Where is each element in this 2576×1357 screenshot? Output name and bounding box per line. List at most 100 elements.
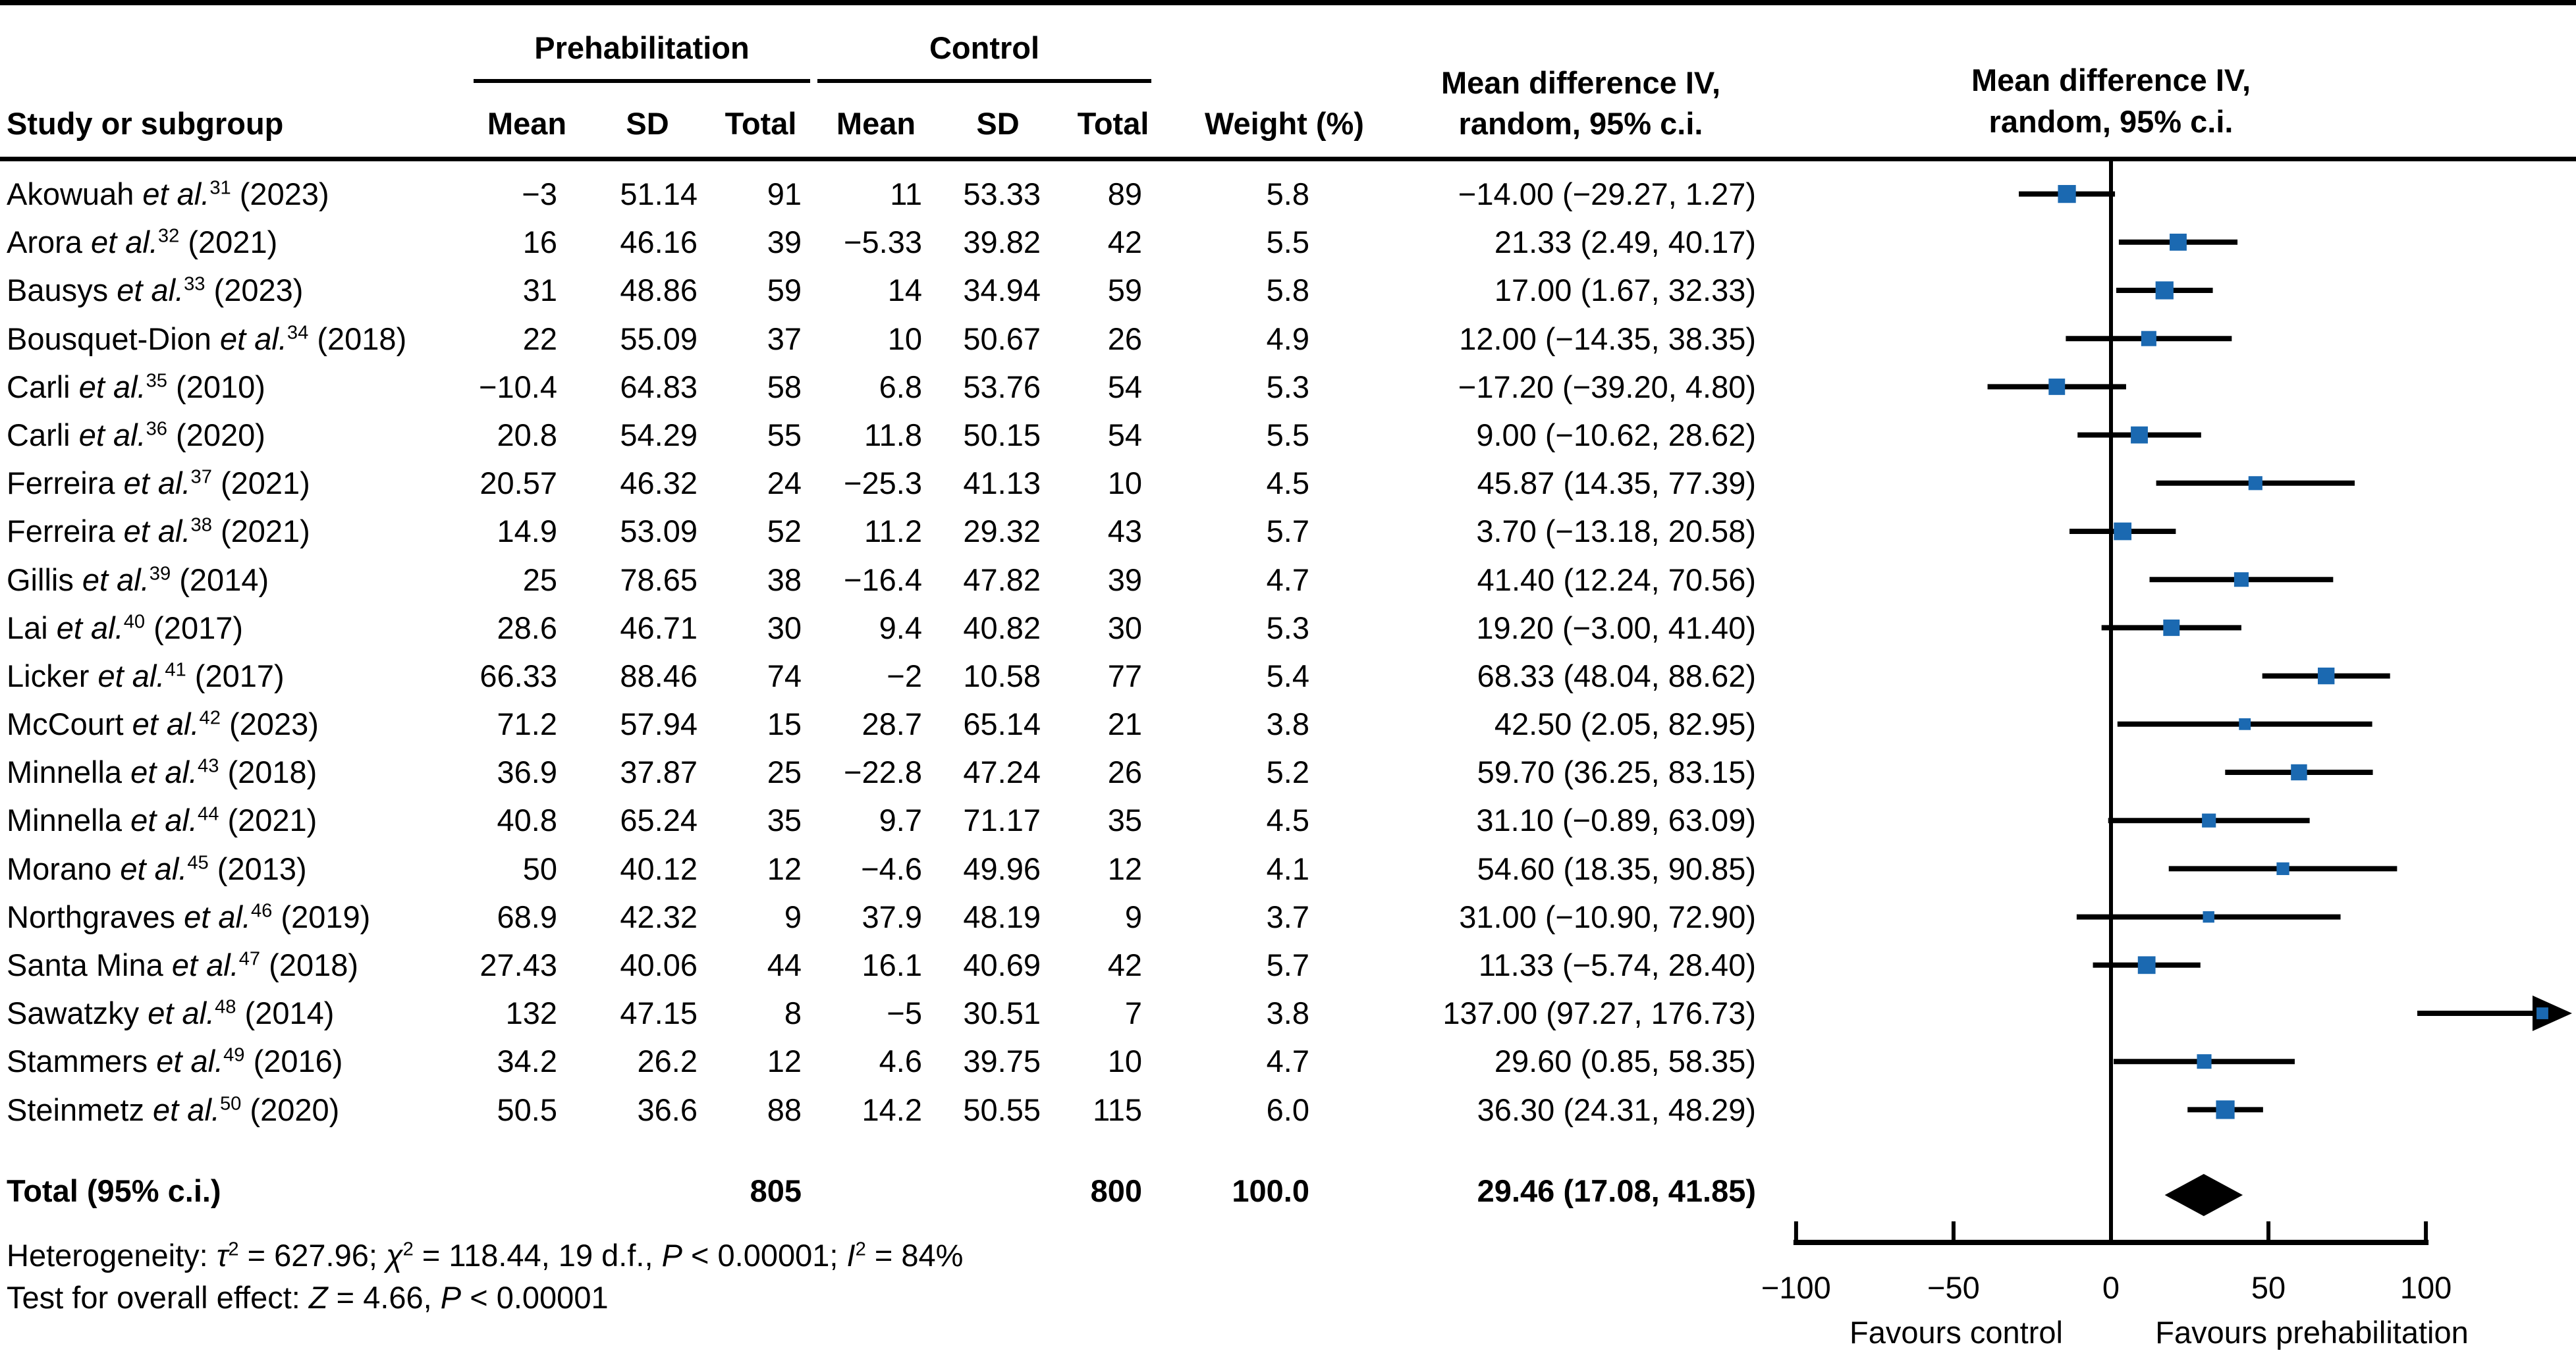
- prehab-mean-cell: 20.8: [497, 417, 557, 452]
- prehab-mean-cell: 50.5: [497, 1092, 557, 1127]
- md-text-cell: 19.20 (−3.00, 41.40): [1476, 610, 1756, 645]
- weight-cell: 4.7: [1266, 562, 1309, 597]
- prehab-total-cell: 12: [767, 1044, 802, 1079]
- control-sd-cell: 40.69: [963, 947, 1041, 982]
- control-mean-cell: 11.2: [864, 514, 922, 549]
- md-text-cell: −14.00 (−29.27, 1.27): [1458, 176, 1756, 211]
- control-mean-cell: −5.33: [844, 225, 922, 260]
- control-sd-cell: 30.51: [963, 996, 1041, 1031]
- col-header-control-mean: Mean: [836, 106, 916, 141]
- control-total-cell: 77: [1107, 658, 1142, 693]
- control-sd-cell: 53.76: [963, 369, 1041, 404]
- prehab-total-cell: 30: [767, 610, 802, 645]
- x-axis-tick-label: −100: [1761, 1270, 1831, 1305]
- md-text-cell: 36.30 (24.31, 48.29): [1477, 1092, 1756, 1127]
- md-text-cell: 17.00 (1.67, 32.33): [1494, 273, 1756, 308]
- table-row: Lai et al.40 (2017) 28.6 46.71 30 9.4 40.82 30…: [0, 604, 2576, 652]
- control-mean-cell: 14: [887, 273, 922, 308]
- control-total-cell: 42: [1107, 947, 1142, 982]
- prehab-total-cell: 44: [767, 947, 802, 982]
- prehab-sd-cell: 65.24: [620, 803, 698, 838]
- control-sd-cell: 53.33: [963, 176, 1041, 211]
- md-text-cell: 29.60 (0.85, 58.35): [1494, 1044, 1756, 1079]
- control-sd-cell: 10.58: [963, 658, 1041, 693]
- control-total-cell: 54: [1107, 417, 1142, 452]
- prehab-sd-cell: 53.09: [620, 514, 698, 549]
- control-mean-cell: −5: [887, 996, 922, 1031]
- prehab-sd-cell: 46.32: [620, 466, 698, 501]
- table-row: Steinmetz et al.50 (2020) 50.5 36.6 88 14.2 5…: [0, 1086, 2576, 1134]
- total-md-text: 29.46 (17.08, 41.85): [1477, 1173, 1756, 1208]
- control-total-cell: 30: [1107, 610, 1142, 645]
- study-label: Akowuah et al.31 (2023): [7, 176, 329, 211]
- prehab-mean-cell: 36.9: [497, 755, 557, 790]
- study-label: Minnella et al.44 (2021): [7, 803, 317, 838]
- md-text-cell: 41.40 (12.24, 70.56): [1477, 562, 1756, 597]
- study-label: Santa Mina et al.47 (2018): [7, 947, 359, 982]
- prehab-sd-cell: 40.12: [620, 851, 698, 886]
- control-mean-cell: 9.7: [879, 803, 922, 838]
- table-row: Minnella et al.44 (2021) 40.8 65.24 35 9.7 71…: [0, 796, 2576, 844]
- md-text-cell: 21.33 (2.49, 40.17): [1494, 225, 1756, 260]
- prehab-total-cell: 35: [767, 803, 802, 838]
- control-total-cell: 89: [1107, 176, 1142, 211]
- control-total-cell: 43: [1107, 514, 1142, 549]
- md-text-cell: 3.70 (−13.18, 20.58): [1476, 514, 1756, 549]
- prehab-mean-cell: −3: [522, 176, 557, 211]
- prehab-mean-cell: 68.9: [497, 899, 557, 934]
- study-label: Steinmetz et al.50 (2020): [7, 1092, 340, 1127]
- study-label: Arora et al.32 (2021): [7, 225, 278, 260]
- weight-cell: 5.8: [1266, 273, 1309, 308]
- prehab-mean-cell: 16: [522, 225, 557, 260]
- study-label: Minnella et al.43 (2018): [7, 755, 317, 790]
- weight-cell: 5.3: [1266, 610, 1309, 645]
- prehab-sd-cell: 46.71: [620, 610, 698, 645]
- prehab-sd-cell: 37.87: [620, 755, 698, 790]
- prehab-sd-cell: 47.15: [620, 996, 698, 1031]
- study-rows: Akowuah et al.31 (2023) −3 51.14 91 11 53.33 8…: [0, 170, 2576, 1134]
- prehab-total-cell: 9: [784, 899, 802, 934]
- table-row: Licker et al.41 (2017) 66.33 88.46 74 −2 10.5…: [0, 652, 2576, 700]
- table-row: Morano et al.45 (2013) 50 40.12 12 −4.6 49.96…: [0, 845, 2576, 893]
- study-label: Sawatzky et al.48 (2014): [7, 996, 335, 1031]
- weight-cell: 5.2: [1266, 755, 1309, 790]
- col-header-md-line1: Mean difference IV,: [1440, 65, 1721, 100]
- prehab-sd-cell: 54.29: [620, 417, 698, 452]
- weight-cell: 5.7: [1266, 947, 1309, 982]
- control-total-cell: 54: [1107, 369, 1142, 404]
- prehab-sd-cell: 78.65: [620, 562, 698, 597]
- md-text-cell: 137.00 (97.27, 176.73): [1442, 996, 1756, 1031]
- weight-cell: 5.4: [1266, 658, 1309, 693]
- md-text-cell: −17.20 (−39.20, 4.80): [1458, 369, 1756, 404]
- col-header-weight: Weight (%): [1205, 106, 1364, 141]
- plot-header-line1: Mean difference IV,: [1971, 63, 2251, 97]
- control-sd-cell: 34.94: [963, 273, 1041, 308]
- prehab-mean-cell: 14.9: [497, 514, 557, 549]
- study-label: Ferreira et al.37 (2021): [7, 466, 310, 501]
- col-header-control-sd: SD: [976, 106, 1020, 141]
- weight-cell: 4.5: [1266, 803, 1309, 838]
- control-sd-cell: 47.82: [963, 562, 1041, 597]
- prehab-sd-cell: 57.94: [620, 706, 698, 742]
- overall-effect-note: Test for overall effect: Z = 4.66, P < 0…: [7, 1280, 609, 1315]
- control-total-cell: 39: [1107, 562, 1142, 597]
- total-prehab-n: 805: [750, 1173, 802, 1208]
- study-label: Ferreira et al.38 (2021): [7, 514, 310, 549]
- prehab-total-cell: 38: [767, 562, 802, 597]
- control-total-cell: 10: [1107, 1044, 1142, 1079]
- table-row: Gillis et al.39 (2014) 25 78.65 38 −16.4 47.8…: [0, 556, 2576, 604]
- control-mean-cell: −25.3: [844, 466, 922, 501]
- prehab-mean-cell: 40.8: [497, 803, 557, 838]
- total-control-n: 800: [1090, 1173, 1142, 1208]
- control-mean-cell: −22.8: [844, 755, 922, 790]
- group-header-control: Control: [929, 30, 1040, 65]
- table-row: Ferreira et al.38 (2021) 14.9 53.09 52 11.2 2…: [0, 507, 2576, 555]
- control-mean-cell: 10: [887, 321, 922, 356]
- control-total-cell: 35: [1107, 803, 1142, 838]
- weight-cell: 6.0: [1266, 1092, 1309, 1127]
- prehab-mean-cell: 71.2: [497, 706, 557, 742]
- table-row: Northgraves et al.46 (2019) 68.9 42.32 9 37.…: [0, 893, 2576, 941]
- study-label: Bousquet-Dion et al.34 (2018): [7, 321, 407, 356]
- md-text-cell: 54.60 (18.35, 90.85): [1477, 851, 1756, 886]
- prehab-mean-cell: −10.4: [479, 369, 557, 404]
